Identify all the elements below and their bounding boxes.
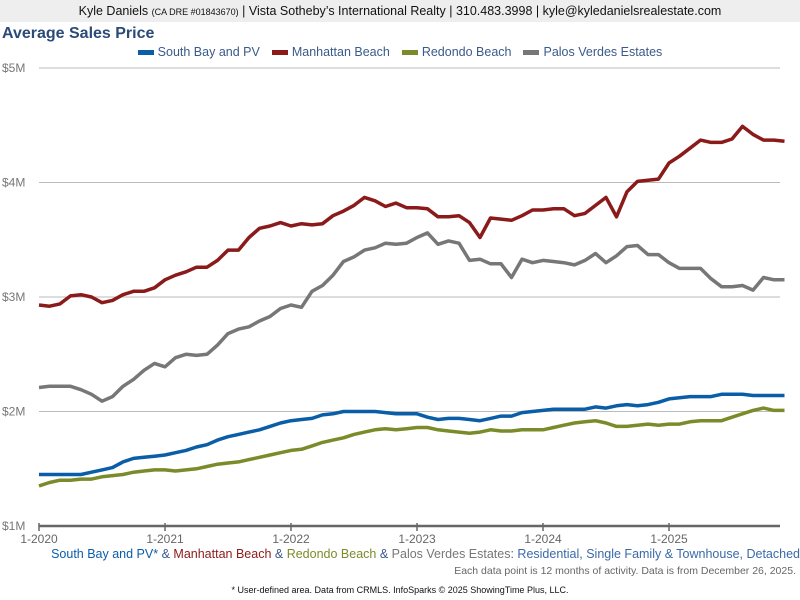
series-line-palos-verdes-estates [38,231,785,403]
agent-name: Kyle Daniels [78,4,149,18]
legend-label: Redondo Beach [421,45,512,59]
series-line-manhattan-beach [38,124,785,308]
x-tick-label: 1-2025 [650,532,688,546]
subtitle-manhattan: Manhattan Beach [173,547,272,561]
x-tick-label: 1-2020 [20,532,58,546]
x-tick-label: 1-2023 [398,532,436,546]
y-tick-label: $5M [2,61,25,75]
subtitle-amp: & [158,547,174,561]
y-tick-label: $4M [2,176,25,190]
subtitle-amp: & [271,547,287,561]
chart-legend: South Bay and PV Manhattan Beach Redondo B… [0,45,800,59]
subtitle-amp: & [376,547,392,561]
agent-header: Kyle Daniels (CA DRE #01843670) | Vista … [0,0,800,22]
legend-item: Redondo Beach [401,45,512,59]
subtitle-south-bay: South Bay and PV* [51,547,159,561]
x-tick-label: 1-2022 [272,532,310,546]
legend-item: South Bay and PV [137,45,260,59]
subtitle-filters: : Residential, Single Family & Townhouse… [510,547,800,561]
y-tick-label: $2M [2,405,25,419]
data-note: Each data point is 12 months of activity… [454,565,796,577]
subtitle-palos-verdes: Palos Verdes Estates [391,547,511,561]
x-tick-label: 1-2021 [146,532,184,546]
legend-swatch [523,50,540,56]
y-tick-label: $3M [2,290,25,304]
chart-subtitle: South Bay and PV* & Manhattan Beach & Re… [51,547,800,561]
agent-contact: | Vista Sotheby’s International Realty |… [242,4,722,18]
agent-license: (CA DRE #01843670) [151,7,239,17]
series-line-redondo-beach [38,406,785,488]
footer-credit: * User-defined area. Data from CRMLS. In… [231,585,569,595]
legend-swatch [137,50,154,56]
subtitle-redondo: Redondo Beach [286,547,377,561]
series-line-south-bay-and-pv [39,392,785,477]
legend-label: Manhattan Beach [291,45,390,59]
y-tick-label: $1M [2,519,25,533]
legend-label: South Bay and PV [157,45,260,59]
legend-item: Manhattan Beach [271,45,390,59]
chart-title: Average Sales Price [2,25,155,42]
legend-swatch [401,50,418,56]
legend-swatch [271,50,288,56]
legend-item: Palos Verdes Estates [523,45,662,59]
x-tick-label: 1-2024 [524,532,562,546]
legend-label: Palos Verdes Estates [543,45,663,59]
